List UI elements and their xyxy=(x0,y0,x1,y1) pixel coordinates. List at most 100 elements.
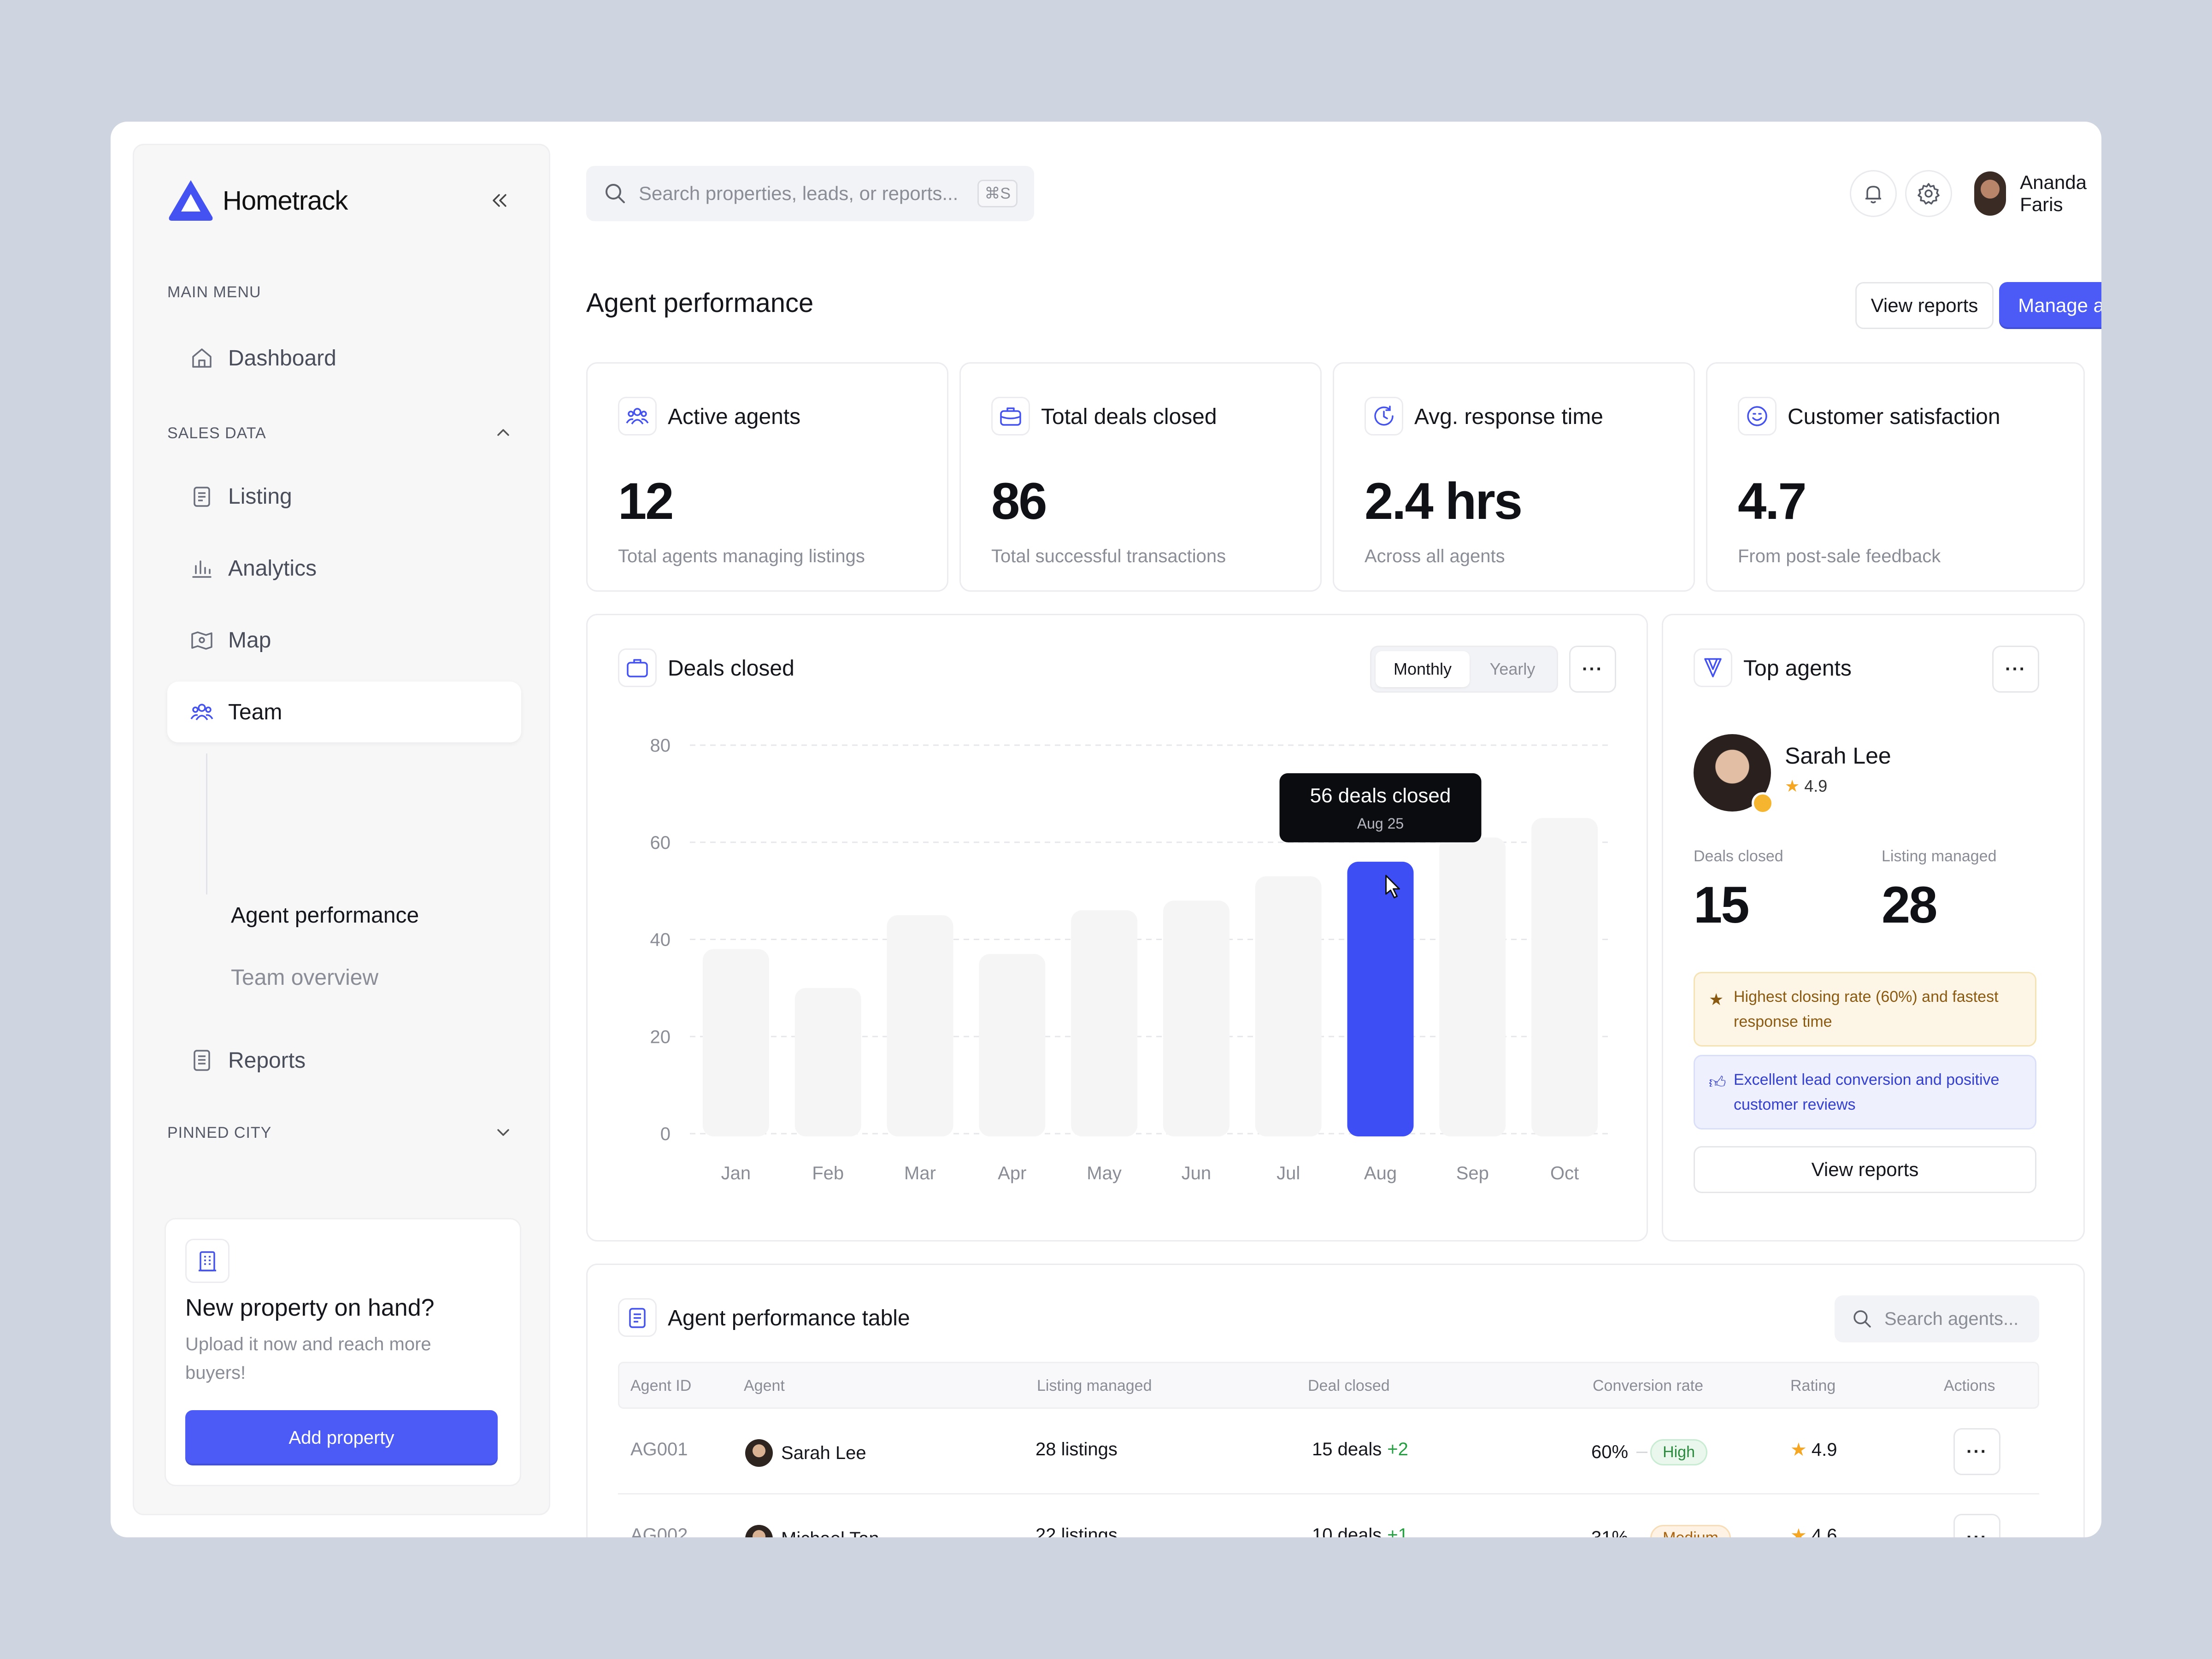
sidebar-item-label: Reports xyxy=(228,1048,306,1073)
x-tick-label: Jan xyxy=(721,1163,751,1183)
user-name: Ananda Faris xyxy=(2020,171,2087,215)
sales-data-label: SALES DATA xyxy=(167,424,266,442)
agent-search[interactable]: Search agents... xyxy=(1835,1295,2039,1342)
manage-agents-button[interactable]: Manage agents xyxy=(1999,282,2101,329)
document-icon xyxy=(194,1050,210,1071)
top-agents-view-reports-button[interactable]: View reports xyxy=(1694,1146,2036,1193)
search-icon xyxy=(606,184,625,203)
toggle-monthly[interactable]: Monthly xyxy=(1376,651,1470,687)
chart-tooltip xyxy=(1279,773,1482,842)
col-agent[interactable]: Agent xyxy=(744,1377,785,1394)
deals-closed-value: 15 xyxy=(1694,876,1750,934)
col-rating[interactable]: Rating xyxy=(1790,1377,1836,1394)
y-tick-label: 80 xyxy=(650,735,671,756)
subnav-line xyxy=(206,753,207,894)
top-badge-icon xyxy=(1752,792,1774,814)
stat-label: Total deals closed xyxy=(1041,405,1217,429)
table-title: Agent performance table xyxy=(668,1306,910,1330)
toggle-yearly[interactable]: Yearly xyxy=(1489,659,1535,678)
more-icon: ··· xyxy=(1966,1527,1988,1538)
chevron-up-icon[interactable] xyxy=(494,423,513,442)
bar-jan xyxy=(702,949,769,1136)
sidebar-subitem-team-overview[interactable]: Team overview xyxy=(231,965,379,990)
y-tick-label: 60 xyxy=(650,833,671,853)
agent-id: AG002 xyxy=(630,1525,688,1537)
rating-value: 4.9 xyxy=(1811,1439,1837,1460)
view-reports-button[interactable]: View reports xyxy=(1855,282,1994,329)
sidebar-item-label: Map xyxy=(228,628,271,653)
notification-button[interactable] xyxy=(1850,170,1897,217)
promo-card: New property on hand? Upload it now and … xyxy=(165,1218,521,1486)
sidebar-item-label: Dashboard xyxy=(228,346,336,371)
hometrack-logo-icon xyxy=(169,180,213,221)
stat-value: 86 xyxy=(991,472,1047,530)
conversion-cell: 31% Medium xyxy=(1591,1525,1731,1537)
building-icon xyxy=(185,1239,229,1283)
thumbs-up-icon: 👍︎ xyxy=(1709,1073,1726,1092)
x-tick-label: Apr xyxy=(998,1163,1026,1183)
status-badge: High xyxy=(1650,1439,1707,1465)
x-tick-label: Sep xyxy=(1456,1163,1489,1183)
home-icon xyxy=(192,348,212,368)
collapse-sidebar-icon[interactable] xyxy=(488,189,510,212)
main-menu-label: MAIN MENU xyxy=(167,283,261,301)
star-icon: ★ xyxy=(1709,990,1724,1009)
row-actions-button[interactable]: ··· xyxy=(1953,1514,2000,1537)
bar-oct xyxy=(1531,818,1598,1136)
settings-button[interactable] xyxy=(1905,170,1952,217)
stat-subtext: Total successful transactions xyxy=(991,546,1226,566)
bar-feb xyxy=(794,988,861,1136)
x-tick-label: Jul xyxy=(1277,1163,1300,1183)
col-deal-closed[interactable]: Deal closed xyxy=(1308,1377,1390,1394)
stat-label: Avg. response time xyxy=(1414,405,1603,429)
user-menu[interactable]: Ananda Faris xyxy=(1974,171,2101,216)
row-actions-button[interactable]: ··· xyxy=(1953,1428,2000,1475)
star-icon: ★ xyxy=(1785,777,1800,795)
sidebar-subitem-agent-performance[interactable]: Agent performance xyxy=(231,903,419,928)
table-row[interactable]: AG001 Sarah Lee 28 listings 15 deals +2 6… xyxy=(618,1409,2039,1494)
deal-count: 15 deals xyxy=(1312,1439,1382,1459)
stat-subtext: From post-sale feedback xyxy=(1738,546,1941,566)
sidebar-item-label: Listing xyxy=(228,484,292,509)
deal-count: 10 deals xyxy=(1312,1525,1382,1537)
search-input[interactable]: Search properties, leads, or reports... xyxy=(639,182,959,204)
agent-search-input[interactable]: Search agents... xyxy=(1884,1308,2019,1329)
deals-more-button[interactable]: ··· xyxy=(1569,646,1616,693)
brand[interactable]: Hometrack xyxy=(167,178,348,223)
highlight-note-closing-rate: ★ Highest closing rate (60%) and fastest… xyxy=(1694,972,2036,1047)
listing-managed-label: Listing managed xyxy=(1882,847,1997,865)
sidebar-item-listing[interactable]: Listing xyxy=(167,466,521,527)
sidebar-item-map[interactable]: Map xyxy=(167,610,521,671)
rating-value: 4.6 xyxy=(1811,1525,1837,1538)
col-agent-id[interactable]: Agent ID xyxy=(630,1377,692,1394)
add-property-button[interactable]: Add property xyxy=(185,1410,498,1465)
avatar xyxy=(745,1439,773,1467)
more-icon: ··· xyxy=(1966,1441,1988,1462)
period-toggle: Monthly Yearly xyxy=(1370,646,1558,693)
sidebar-item-dashboard[interactable]: Dashboard xyxy=(167,328,521,388)
top-agents-more-button[interactable]: ··· xyxy=(1992,646,2039,693)
agent-name: Sarah Lee xyxy=(781,1442,866,1463)
sidebar-item-reports[interactable]: Reports xyxy=(167,1030,521,1091)
avatar xyxy=(745,1525,773,1537)
y-tick-label: 40 xyxy=(650,930,671,950)
conversion-value: 60% xyxy=(1591,1442,1629,1462)
global-search[interactable]: Search properties, leads, or reports... … xyxy=(586,166,1034,221)
page-title: Agent performance xyxy=(586,288,814,318)
stat-card-customer-satisfaction: Customer satisfaction 4.7 From post-sale… xyxy=(1706,362,2085,592)
stat-value: 2.4 hrs xyxy=(1365,472,1523,530)
sidebar-item-team[interactable]: Team xyxy=(167,682,521,742)
sidebar-item-analytics[interactable]: Analytics xyxy=(167,538,521,599)
more-icon: ··· xyxy=(2005,659,2026,679)
chevron-down-icon[interactable] xyxy=(494,1123,513,1142)
clipboard-icon xyxy=(194,487,210,507)
table-row[interactable]: AG002 Michael Tan 22 listings 10 deals +1… xyxy=(618,1494,2039,1537)
note-text: Highest closing rate (60%) and fastest r… xyxy=(1734,988,1999,1030)
col-conversion-rate[interactable]: Conversion rate xyxy=(1593,1377,1704,1394)
star-icon: ★ xyxy=(1790,1525,1807,1537)
deal-cell: 10 deals +1 xyxy=(1312,1525,1408,1537)
col-listing-managed[interactable]: Listing managed xyxy=(1037,1377,1152,1394)
bar-apr xyxy=(979,954,1046,1136)
highlight-note-lead-conversion: 👍︎ Excellent lead conversion and positiv… xyxy=(1694,1055,2036,1130)
promo-description: Upload it now and reach more buyers! xyxy=(185,1334,431,1383)
